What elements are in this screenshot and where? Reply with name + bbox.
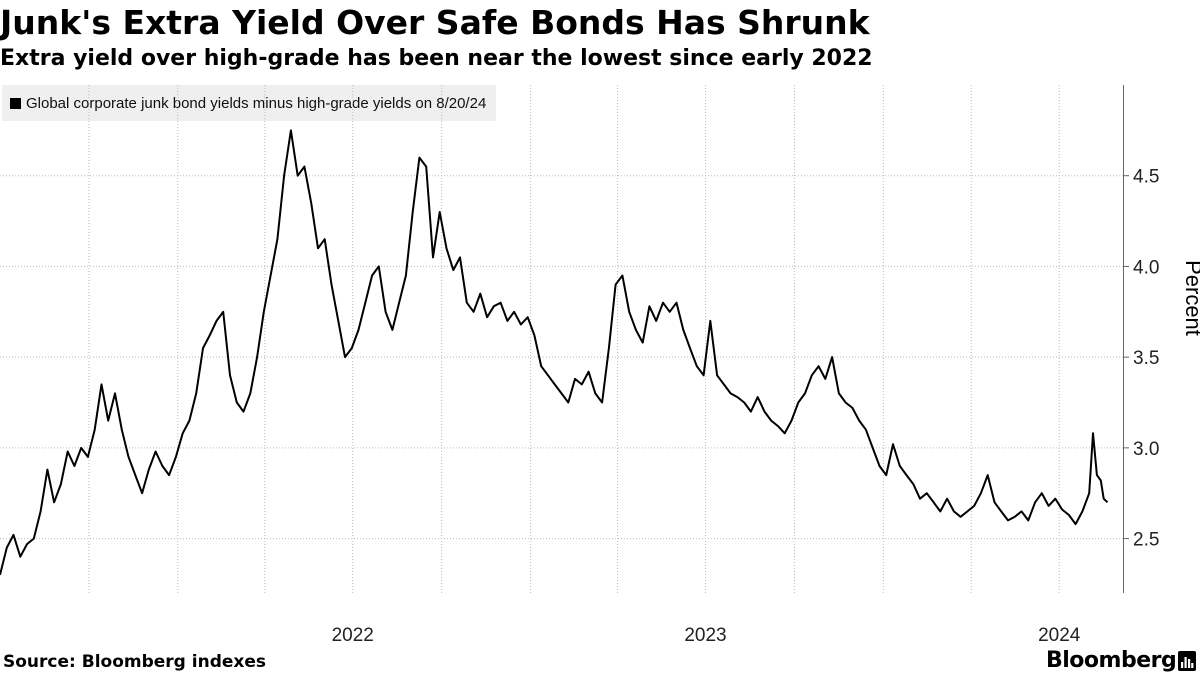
x-tick-label: 2022 <box>332 625 374 646</box>
gridlines <box>0 85 1123 593</box>
legend-label: Global corporate junk bond yields minus … <box>26 94 487 112</box>
bloomberg-logo: Bloomberg <box>1046 648 1177 673</box>
x-tick-label: 2023 <box>684 625 726 646</box>
series-group <box>0 129 1109 576</box>
bloomberg-terminal-icon <box>1178 651 1196 671</box>
y-tick-label: 4.0 <box>1133 257 1159 278</box>
y-tick-label: 4.5 <box>1133 167 1159 188</box>
source-note: Source: Bloomberg indexes <box>3 652 267 672</box>
x-tick-label: 2024 <box>1038 625 1081 646</box>
legend-swatch <box>10 97 21 109</box>
chart-title: Junk's Extra Yield Over Safe Bonds Has S… <box>0 3 870 42</box>
y-tick-label: 3.0 <box>1133 439 1159 460</box>
series-line <box>0 129 1109 576</box>
legend: Global corporate junk bond yields minus … <box>2 85 497 121</box>
chart-subtitle: Extra yield over high-grade has been nea… <box>0 46 873 71</box>
y-axis-title: Percent <box>1181 260 1200 336</box>
y-axis: 2.5 3.0 3.5 4.0 4.5 <box>1123 85 1159 593</box>
y-tick-label: 3.5 <box>1133 348 1159 369</box>
y-tick-label: 2.5 <box>1133 530 1159 551</box>
x-axis-labels: 2022 2023 2024 <box>332 625 1081 646</box>
